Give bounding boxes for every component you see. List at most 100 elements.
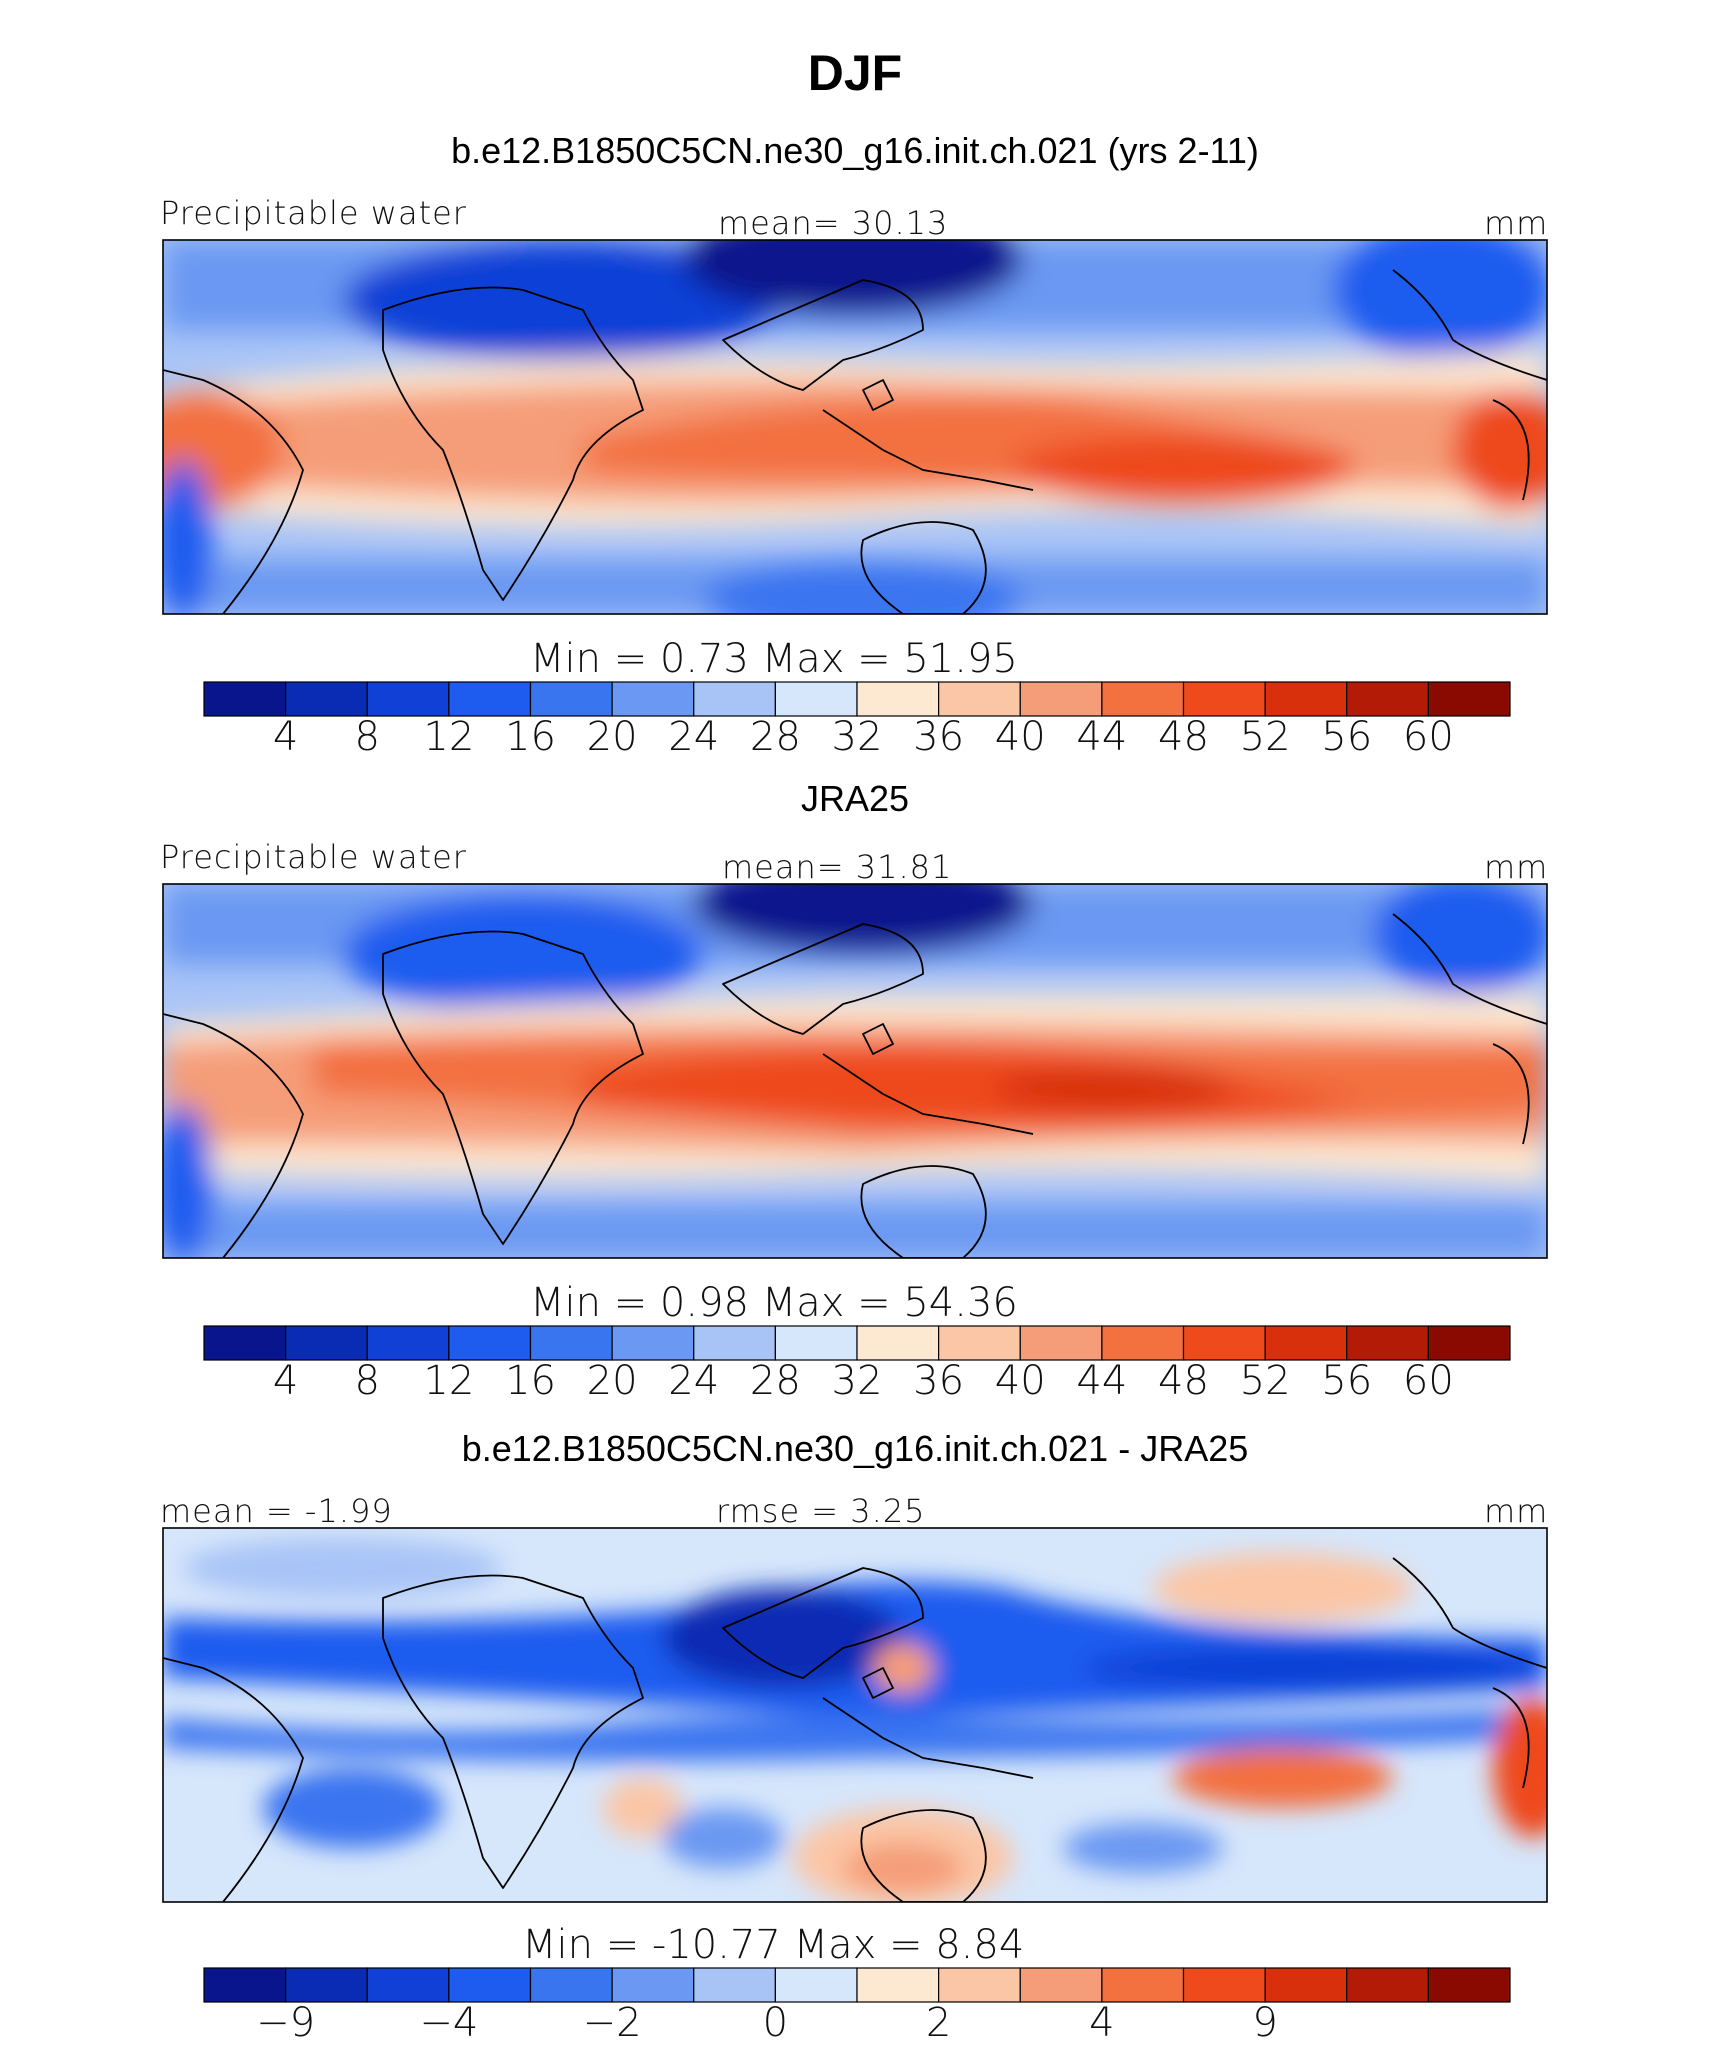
panel-1-min-max: Min = 0.73 Max = 51.95	[530, 636, 1018, 682]
panel-3-colorbar-box	[856, 1967, 940, 2003]
panel-2-colorbar-box	[1101, 1325, 1185, 1361]
panel-1-map	[162, 239, 1548, 615]
colorbar-tick-label: −2	[582, 2000, 642, 2046]
panel-1-colorbar-box	[938, 681, 1021, 717]
panel-3-colorbar-box	[529, 1967, 613, 2003]
panel-2-colorbar-box	[611, 1325, 695, 1361]
panel-2-colorbar-box	[693, 1325, 776, 1361]
colorbar-tick-label: 36	[913, 1358, 965, 1404]
panel-3-colorbar	[203, 1967, 1511, 2003]
colorbar-tick-label: 16	[505, 1358, 556, 1404]
panel-2-min-max: Min = 0.98 Max = 54.36	[530, 1280, 1018, 1326]
panel-2-colorbar-box	[285, 1325, 368, 1361]
panel-2-colorbar-box	[529, 1325, 613, 1361]
panel-1-colorbar-box	[448, 681, 532, 717]
panel-3-mean-label: mean = -1.99	[160, 1492, 393, 1530]
panel-1-colorbar-box	[774, 681, 858, 717]
panel-3-colorbar-box	[938, 1967, 1021, 2003]
panel-3-colorbar-box	[611, 1967, 695, 2003]
panel-1-colorbar-box	[529, 681, 613, 717]
panel-3-colorbar-box	[285, 1967, 368, 2003]
panel-2-mean-label: mean= 31.81	[722, 848, 953, 886]
panel-3-min-max: Min = -10.77 Max = 8.84	[522, 1922, 1025, 1968]
colorbar-tick-label: 32	[831, 714, 883, 760]
panel-3-colorbar-box	[1427, 1967, 1511, 2003]
panel-1-colorbar-box	[1346, 681, 1429, 717]
panel-1-units-label: mm	[1484, 204, 1549, 242]
panel-2-colorbar	[203, 1325, 1511, 1361]
panel-1-title: b.e12.B1850C5CN.ne30_g16.init.ch.021 (yr…	[451, 130, 1259, 171]
colorbar-tick-label: 44	[1076, 714, 1128, 760]
panel-3-colorbar-box	[1182, 1967, 1266, 2003]
figure-title: DJF	[807, 45, 903, 101]
panel-3-colorbar-box	[1101, 1967, 1185, 2003]
colorbar-tick-label: 2	[925, 2000, 952, 2046]
colorbar-tick-label: 24	[668, 1358, 720, 1404]
colorbar-tick-label: 40	[994, 1358, 1046, 1404]
colorbar-tick-label: 44	[1076, 1358, 1128, 1404]
panel-1-colorbar-box	[693, 681, 776, 717]
panel-2-colorbar-box	[1182, 1325, 1266, 1361]
panel-2-title: JRA25	[800, 778, 910, 819]
panel-2-colorbar-box	[774, 1325, 858, 1361]
colorbar-tick-label: 40	[994, 714, 1046, 760]
colorbar-tick-label: 8	[354, 1358, 380, 1404]
panel-3-colorbar-box	[1346, 1967, 1429, 2003]
colorbar-tick-label: 28	[749, 714, 801, 760]
panel-3-colorbar-box	[448, 1967, 532, 2003]
panel-1-colorbar-box	[856, 681, 940, 717]
panel-2-variable-label: Precipitable water	[160, 838, 467, 876]
colorbar-tick-label: 48	[1158, 714, 1209, 760]
colorbar-tick-label: 52	[1239, 714, 1291, 760]
colorbar-tick-label: 52	[1239, 1358, 1291, 1404]
panel-3-units-label: mm	[1484, 1492, 1549, 1530]
colorbar-tick-label: 4	[272, 1358, 299, 1404]
colorbar-tick-label: 9	[1252, 2000, 1278, 2046]
colorbar-tick-label: 8	[354, 714, 380, 760]
panel-2-colorbar-box	[448, 1325, 532, 1361]
panel-1-variable-label: Precipitable water	[160, 194, 467, 232]
panel-3-colorbar-box	[1019, 1967, 1103, 2003]
panel-2-colorbar-box	[856, 1325, 940, 1361]
panel-2-colorbar-box	[1346, 1325, 1429, 1361]
panel-3-title: b.e12.B1850C5CN.ne30_g16.init.ch.021 - J…	[461, 1428, 1249, 1469]
colorbar-tick-label: −4	[419, 2000, 479, 2046]
colorbar-tick-label: 56	[1321, 1358, 1373, 1404]
panel-2-colorbar-box	[1019, 1325, 1103, 1361]
panel-2-colorbar-box	[203, 1325, 287, 1361]
colorbar-tick-label: 60	[1402, 1358, 1454, 1404]
colorbar-tick-label: 24	[668, 714, 720, 760]
panel-1-colorbar-box	[285, 681, 368, 717]
panel-1-colorbar	[203, 681, 1511, 717]
panel-3-colorbar-box	[693, 1967, 776, 2003]
colorbar-tick-label: 20	[586, 714, 638, 760]
colorbar-tick-label: 48	[1158, 1358, 1209, 1404]
panel-2-colorbar-box	[366, 1325, 450, 1361]
colorbar-tick-label: 36	[913, 714, 965, 760]
panel-1-colorbar-box	[1427, 681, 1511, 717]
colorbar-tick-label: 12	[423, 714, 475, 760]
colorbar-tick-label: 12	[423, 1358, 475, 1404]
panel-1-colorbar-box	[1101, 681, 1185, 717]
colorbar-tick-label: 56	[1321, 714, 1373, 760]
colorbar-tick-label: 16	[505, 714, 556, 760]
panel-2-colorbar-box	[1427, 1325, 1511, 1361]
panel-2-colorbar-box	[1264, 1325, 1348, 1361]
panel-3-colorbar-box	[203, 1967, 287, 2003]
colorbar-tick-label: 0	[762, 2000, 789, 2046]
panel-3-colorbar-box	[366, 1967, 450, 2003]
panel-1-colorbar-box	[1182, 681, 1266, 717]
colorbar-tick-label: −9	[256, 2000, 316, 2046]
panel-1-colorbar-box	[1264, 681, 1348, 717]
panel-1-colorbar-box	[1019, 681, 1103, 717]
panel-2-units-label: mm	[1484, 848, 1549, 886]
panel-3-colorbar-box	[1264, 1967, 1348, 2003]
colorbar-tick-label: 28	[749, 1358, 801, 1404]
panel-3-rmse-label: rmse = 3.25	[716, 1492, 926, 1530]
panel-2-colorbar-box	[938, 1325, 1021, 1361]
colorbar-tick-label: 4	[272, 714, 299, 760]
colorbar-tick-label: 32	[831, 1358, 883, 1404]
colorbar-tick-label: 20	[586, 1358, 638, 1404]
panel-1-colorbar-box	[611, 681, 695, 717]
panel-1-mean-label: mean= 30.13	[718, 204, 949, 242]
